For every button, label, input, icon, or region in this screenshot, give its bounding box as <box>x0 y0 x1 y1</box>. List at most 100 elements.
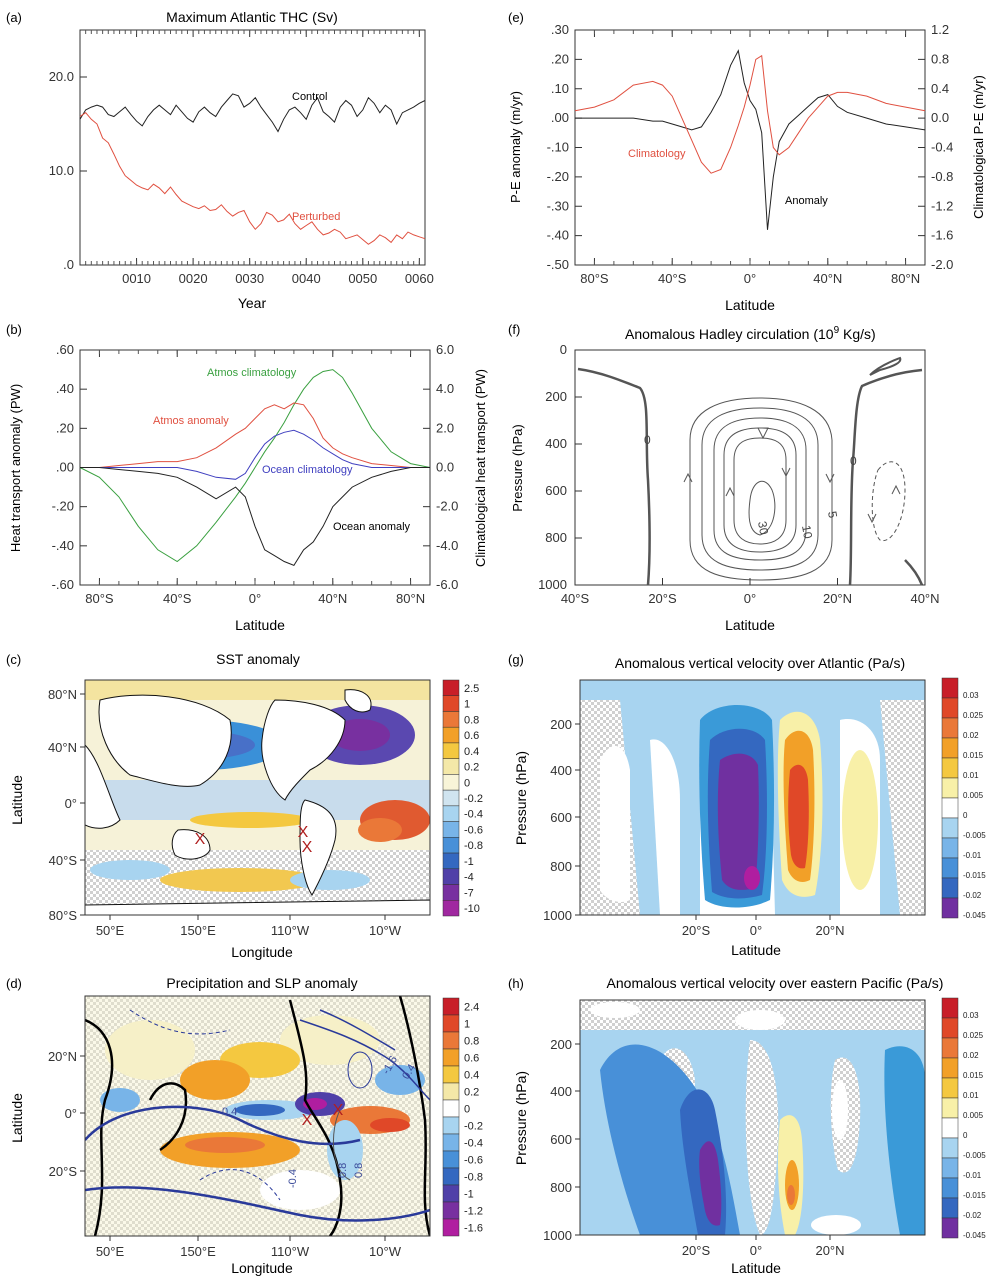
panel-g-ticks: 20°S 0° 20°N 200 400 600 800 1000 <box>543 717 844 938</box>
colorbar-swatch <box>941 837 959 859</box>
x-tick-label: 40°N <box>910 591 939 606</box>
colorbar-label: -1 <box>464 1189 474 1201</box>
y-tick-label: -.40 <box>52 538 74 553</box>
map-north-america <box>261 699 346 801</box>
colorbar-swatch <box>941 1077 959 1099</box>
colorbar-label: 0.005 <box>963 1111 984 1120</box>
panel-h-field <box>580 1000 925 1235</box>
panel-a: (a) Maximum Atlantic THC (Sv) 0010 0020 00… <box>6 9 434 311</box>
colorbar-label: 0.005 <box>963 791 984 800</box>
x-tick-label: 40°S <box>658 271 687 286</box>
panel-d-xlabel: Longitude <box>231 1260 293 1276</box>
colorbar-label: 0.4 <box>464 746 479 758</box>
colorbar-swatch <box>442 774 460 791</box>
colorbar-label: 0.015 <box>963 751 984 760</box>
y-tick-label: 200 <box>550 717 572 732</box>
y-tick-label: 20.0 <box>49 69 74 84</box>
panel-b-lines <box>79 369 431 567</box>
map-asia <box>98 694 232 787</box>
x-tick-label: 110°W <box>271 1244 310 1259</box>
colorbar-label: -1.2 <box>464 1206 483 1218</box>
colorbar-label: -0.8 <box>464 840 483 852</box>
colorbar-swatch <box>442 1014 460 1033</box>
contour-ring-4 <box>723 427 797 553</box>
colorbar-label: 0 <box>963 811 968 820</box>
y-tick-label: 600 <box>545 483 567 498</box>
y-tick-label: 80°N <box>48 687 77 702</box>
y-tick-label: -.20 <box>547 169 569 184</box>
y-tick-label: -.30 <box>547 198 569 213</box>
y-tick-label: 20°N <box>48 1049 77 1064</box>
panel-a-frame <box>79 29 426 266</box>
panel-f: (f) Anomalous Hadley circulation (109 Kg… <box>508 322 940 633</box>
panel-a-series-label-perturbed: Perturbed <box>292 211 340 223</box>
colorbar-swatch <box>442 837 460 854</box>
colorbar-swatch <box>941 737 959 759</box>
panel-g: (g) Anomalous vertical velocity over Atl… <box>508 652 986 958</box>
flow-arrow-up-cell <box>891 484 901 495</box>
panel-f-contours <box>577 356 924 586</box>
colorbar-label: -0.2 <box>464 793 483 805</box>
flow-arrow-down-right <box>825 473 835 484</box>
y-tick-label: -.10 <box>547 140 569 155</box>
x-tick-label: 20°S <box>648 591 677 606</box>
contour-label-10: 10 <box>799 524 815 540</box>
panel-c-markers: X X X <box>195 824 313 856</box>
colorbar-swatch <box>941 777 959 799</box>
panel-h: (h) Anomalous vertical velocity over eas… <box>508 975 986 1276</box>
zero-contour-top <box>869 356 902 376</box>
panel-b-series-label-atmos-anom: Atmos anomaly <box>153 415 229 427</box>
colorbar-swatch <box>941 1137 959 1159</box>
colorbar-swatch <box>442 679 460 696</box>
panel-c-label: (c) <box>6 652 21 667</box>
colorbar-label: 0 <box>464 777 470 789</box>
slp-contour-1 <box>85 1105 361 1146</box>
panel-a-ticks: 0010 0020 0030 0040 0050 0060 .0 10.0 20.0 <box>49 30 434 286</box>
colorbar-swatch <box>442 1218 460 1237</box>
colorbar-label: 0.2 <box>464 762 479 774</box>
y-tick-label: .60 <box>56 342 74 357</box>
colorbar-label: 2.5 <box>464 683 479 695</box>
series-line-ocean-anomaly <box>80 467 430 567</box>
y-tick-label: 800 <box>545 530 567 545</box>
series-line-atmos-climatology <box>79 369 431 563</box>
x-tick-label: 10°W <box>369 923 402 938</box>
panel-c-xlabel: Longitude <box>231 944 293 960</box>
x-tick-label: 50°E <box>96 1244 125 1259</box>
x-tick-label: 40°N <box>813 271 842 286</box>
x-tick-label: 0010 <box>122 271 151 286</box>
colorbar-label: -1.6 <box>464 1223 483 1235</box>
y-tick-label: 600 <box>550 810 572 825</box>
panel-f-label: (f) <box>508 322 520 337</box>
panel-e-ylabel: P-E anomaly (m/yr) <box>508 91 523 203</box>
slp-contour-dashed-1 <box>129 1009 231 1035</box>
x-tick-label: 20°S <box>682 923 711 938</box>
map-africa <box>85 744 121 829</box>
y-tick-label: 0° <box>65 1106 77 1121</box>
colorbar-label: -0.005 <box>963 1151 986 1160</box>
colorbar-swatch <box>442 758 460 775</box>
panel-c-ylabel: Latitude <box>9 775 25 825</box>
zero-contour-right <box>848 368 923 586</box>
slp-contour-dashed-2 <box>199 1169 281 1201</box>
panel-g-xlabel: Latitude <box>731 942 781 958</box>
y-tick-label-right: 0.8 <box>931 51 949 66</box>
x-tick-label: 80°S <box>580 271 609 286</box>
contour-dashed-negative <box>871 461 906 542</box>
y-tick-label: .00 <box>56 460 74 475</box>
colorbar-swatch <box>941 1097 959 1119</box>
colorbar-label: 0 <box>464 1104 470 1116</box>
y-tick-label-right: 1.2 <box>931 22 949 37</box>
colorbar-label: -0.4 <box>464 1138 483 1150</box>
zero-contour-left <box>577 367 651 586</box>
colorbar-swatch <box>442 884 460 901</box>
colorbar-label: -0.045 <box>963 1231 986 1240</box>
flow-arrow-up-inner <box>725 486 735 497</box>
panel-g-colorbar: 0.03 0.025 0.02 0.015 0.01 0.005 0 -0.005 -0.01 -… <box>941 677 986 920</box>
colorbar-label: -0.01 <box>963 851 982 860</box>
y-tick-label: 800 <box>550 1180 572 1195</box>
colorbar-label: -0.02 <box>963 1211 982 1220</box>
panel-d: (d) Precipitation and SLP anomaly <box>6 975 483 1276</box>
colorbar-swatch <box>442 1184 460 1203</box>
panel-d-colorbar: 2.4 1 0.8 0.6 0.4 0.2 0 -0.2 -0.4 -0.6 -0.8 -1 -1.2 -… <box>442 997 483 1237</box>
